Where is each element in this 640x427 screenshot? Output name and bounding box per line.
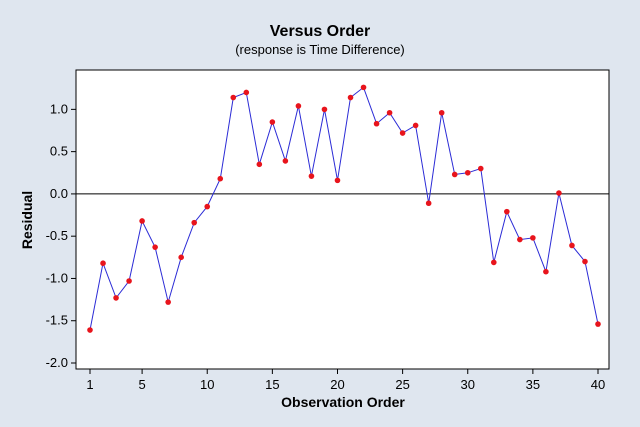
data-point — [386, 109, 393, 116]
y-tick-label: -2.0 — [46, 355, 68, 370]
x-tick-label: 25 — [395, 377, 409, 392]
x-tick-label: 40 — [591, 377, 605, 392]
data-point — [373, 120, 380, 127]
data-point — [347, 94, 354, 101]
data-point — [464, 169, 471, 176]
data-point — [360, 84, 367, 91]
y-tick-label: 0.0 — [50, 186, 68, 201]
data-point — [334, 177, 341, 184]
data-point — [87, 327, 93, 333]
chart-subtitle: (response is Time Difference) — [235, 42, 405, 57]
series-residuals — [89, 86, 599, 331]
data-point — [204, 203, 211, 210]
x-tick-label: 20 — [330, 377, 344, 392]
data-point — [113, 295, 119, 301]
y-axis-title: Residual — [19, 191, 35, 249]
x-tick-label: 30 — [461, 377, 475, 392]
y-tick-label: -0.5 — [46, 228, 68, 243]
data-point — [582, 258, 588, 265]
data-point — [243, 89, 250, 96]
chart-title: Versus Order — [270, 23, 371, 40]
data-point — [556, 190, 562, 196]
data-point — [569, 242, 575, 249]
data-point — [295, 103, 302, 109]
x-tick-label: 10 — [200, 377, 214, 392]
data-point — [490, 259, 497, 266]
plot-area — [75, 69, 610, 370]
y-tick-label: -1.5 — [46, 313, 68, 328]
data-point — [543, 268, 549, 275]
data-point — [152, 244, 158, 250]
data-point — [217, 175, 224, 182]
data-point — [321, 106, 328, 113]
data-point — [100, 260, 106, 267]
data-point — [451, 171, 458, 178]
data-point — [595, 321, 601, 327]
data-point — [178, 254, 184, 261]
data-point — [425, 200, 432, 207]
data-point — [282, 158, 289, 164]
data-point — [530, 235, 536, 241]
data-point — [230, 94, 237, 101]
data-point — [256, 161, 263, 168]
x-tick-label: 15 — [265, 377, 279, 392]
x-tick-label: 5 — [138, 377, 145, 392]
data-point — [399, 130, 406, 136]
y-tick-label: -1.0 — [46, 270, 68, 285]
data-point — [139, 218, 145, 224]
data-point — [269, 119, 276, 125]
data-point — [438, 109, 445, 116]
data-point — [126, 278, 132, 284]
data-point — [165, 299, 171, 305]
x-tick-label: 35 — [526, 377, 540, 392]
series-line — [89, 86, 599, 331]
y-ticks: 1.0 0.5 0.0 -0.5 -1.0 -1.5 -2.0 — [46, 101, 76, 370]
data-point — [191, 219, 198, 226]
data-point — [517, 236, 523, 243]
y-tick-label: 0.5 — [50, 144, 68, 159]
data-points — [87, 84, 601, 333]
data-point — [412, 122, 419, 129]
data-point — [504, 208, 510, 215]
x-axis-title: Observation Order — [281, 394, 405, 410]
data-point — [308, 173, 315, 179]
x-tick-label: 1 — [86, 377, 93, 392]
data-point — [477, 165, 484, 172]
x-ticks: 1 5 10 15 20 25 30 35 40 — [86, 369, 605, 392]
y-tick-label: 1.0 — [50, 101, 68, 116]
